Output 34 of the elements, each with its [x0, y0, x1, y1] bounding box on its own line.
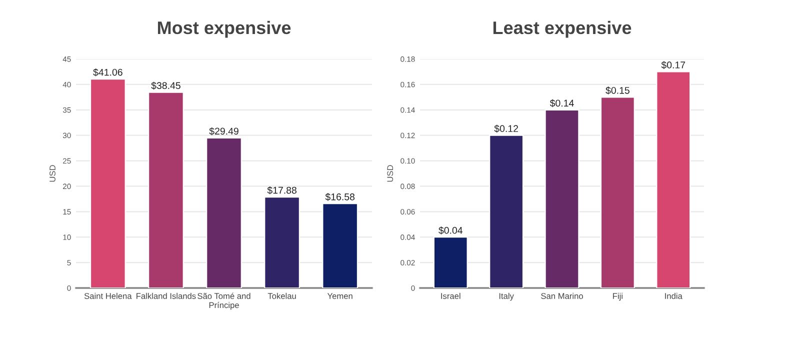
chart-title: Least expensive: [493, 20, 632, 38]
x-tick-label: Yemen: [327, 293, 352, 299]
x-tick-label: Tokelau: [268, 292, 296, 299]
x-tick-label: Italy: [499, 292, 514, 301]
bar: [322, 203, 358, 288]
data-label: $0.15: [606, 86, 630, 94]
x-tick-label: Fiji: [613, 292, 622, 301]
data-label: $41.06: [93, 68, 122, 76]
bar: [600, 96, 635, 288]
data-label: $0.17: [661, 61, 686, 69]
y-axis-title: USD: [50, 165, 56, 182]
x-tick-label: San Marino: [541, 292, 583, 299]
bar: [90, 78, 126, 288]
data-label: $38.45: [151, 82, 180, 90]
data-label: $29.49: [209, 127, 238, 136]
chart-title: Most expensive: [158, 20, 291, 38]
x-tick-label: India: [665, 292, 682, 299]
data-label: $0.04: [438, 226, 463, 234]
x-tick-label: São Tomé and Príncipe: [198, 292, 250, 310]
x-tick-label: Israel: [441, 292, 460, 299]
data-label: $0.14: [550, 99, 574, 108]
bar: [489, 134, 524, 288]
data-label: $16.58: [325, 193, 355, 201]
y-axis-title: USD: [387, 165, 394, 182]
data-label: $17.88: [267, 186, 296, 194]
bar: [206, 137, 242, 288]
x-tick-label: Saint Helena: [84, 292, 132, 299]
x-tick-label: Falkland Islands: [136, 292, 196, 299]
bar: [544, 109, 580, 288]
bar: [264, 196, 300, 288]
bar: [148, 92, 184, 288]
bar: [656, 71, 691, 288]
data-label: $0.12: [494, 124, 518, 133]
bar: [433, 236, 468, 288]
